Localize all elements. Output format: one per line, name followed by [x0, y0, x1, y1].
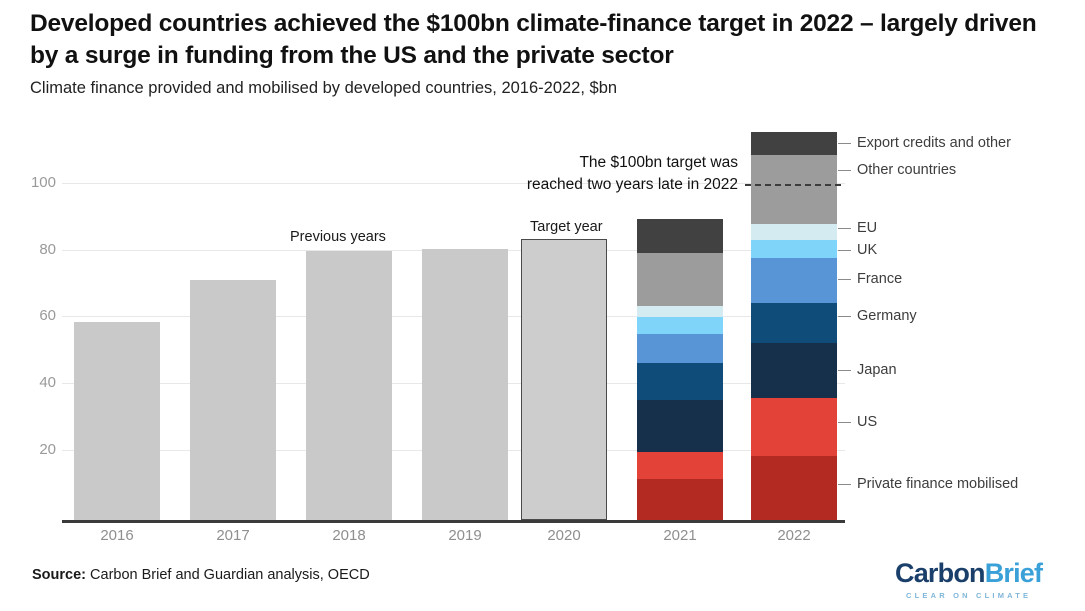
segment-2021-france[interactable] — [637, 334, 723, 363]
source-label: Source: — [32, 567, 86, 583]
bar-2022-stack[interactable] — [751, 132, 837, 520]
legend-label: EU — [857, 220, 878, 236]
legend-label: Japan — [857, 362, 897, 378]
segment-2022-private-finance-mobilised[interactable] — [751, 456, 837, 520]
segment-2022-japan[interactable] — [751, 343, 837, 398]
chart-subtitle: Climate finance provided and mobilised b… — [30, 78, 618, 97]
segment-2021-export-credits-and-other[interactable] — [637, 219, 723, 253]
segment-2022-export-credits-and-other[interactable] — [751, 132, 837, 155]
segment-2022-other-countries[interactable] — [751, 155, 837, 224]
annotation-previous-years: Previous years — [290, 229, 386, 245]
source-text: Carbon Brief and Guardian analysis, OECD — [86, 567, 370, 583]
legend-dash-icon — [838, 142, 851, 144]
legend-label: Other countries — [857, 162, 957, 178]
bar-group — [74, 132, 837, 520]
segment-2022-us[interactable] — [751, 398, 837, 456]
segment-2021-us[interactable] — [637, 452, 723, 479]
legend-label: Private finance mobilised — [857, 476, 1019, 492]
legend-dash-icon — [838, 421, 851, 423]
logo-wordmark: CarbonBrief — [895, 558, 1043, 588]
x-label-2019: 2019 — [448, 527, 482, 544]
legend-item-other-countries[interactable]: Other countries — [838, 162, 956, 178]
bar-2019[interactable] — [422, 249, 508, 520]
segment-2021-private-finance-mobilised[interactable] — [637, 479, 723, 520]
legend-label: Germany — [857, 308, 917, 324]
legend-item-france[interactable]: France — [838, 271, 902, 287]
segment-2021-other-countries[interactable] — [637, 253, 723, 306]
gridline-100 — [62, 183, 845, 184]
bar-2017[interactable] — [190, 280, 276, 520]
x-label-2020: 2020 — [547, 527, 581, 544]
segment-2021-uk[interactable] — [637, 317, 723, 334]
x-label-2018: 2018 — [332, 527, 366, 544]
legend-item-us[interactable]: US — [838, 414, 877, 430]
y-axis-labels: 100 80 60 40 20 — [0, 0, 56, 611]
x-label-2021: 2021 — [663, 527, 697, 544]
legend-dash-icon — [838, 278, 851, 280]
legend-dash-icon — [838, 483, 851, 485]
annotation-target-note-line2: reached two years late in 2022 — [526, 176, 738, 193]
segment-2022-germany[interactable] — [751, 303, 837, 343]
bar-2016[interactable] — [74, 322, 160, 520]
segment-2021-japan[interactable] — [637, 400, 723, 452]
legend-item-japan[interactable]: Japan — [838, 362, 897, 378]
y-tick-40: 40 — [39, 374, 56, 391]
legend-label: France — [857, 271, 903, 287]
legend-item-export-credits-and-other[interactable]: Export credits and other — [838, 135, 1011, 151]
legend-label: Export credits and other — [857, 135, 1011, 151]
x-label-2022: 2022 — [777, 527, 811, 544]
x-axis-line — [62, 520, 845, 523]
legend-dash-icon — [838, 315, 851, 317]
logo-carbon-text: Carbon — [895, 558, 986, 588]
y-tick-80: 80 — [39, 241, 56, 258]
bar-2020[interactable] — [521, 239, 607, 520]
legend-item-private-finance-mobilised[interactable]: Private finance mobilised — [838, 476, 1018, 492]
target-line-100bn — [745, 184, 841, 186]
annotation-target-note: The $100bn target was reached two years … — [500, 152, 738, 196]
legend-label: US — [857, 414, 878, 430]
source-note: Source: Carbon Brief and Guardian analys… — [32, 567, 370, 583]
bar-2018[interactable] — [306, 251, 392, 520]
segment-2022-france[interactable] — [751, 258, 837, 303]
segment-2022-uk[interactable] — [751, 240, 837, 258]
legend-dash-icon — [838, 369, 851, 371]
segment-2022-eu[interactable] — [751, 224, 837, 240]
annotation-target-note-line1: The $100bn target was — [579, 154, 738, 171]
chart-header: Developed countries achieved the $100bn … — [30, 8, 1060, 98]
page-title: Developed countries achieved the $100bn … — [30, 10, 1037, 69]
logo-brief-text: Brief — [984, 558, 1043, 588]
legend-dash-icon — [838, 169, 851, 171]
carbonbrief-logo: CarbonBrief CLEAR ON CLIMATE — [895, 558, 1043, 601]
segment-2021-germany[interactable] — [637, 363, 723, 400]
logo-tagline: CLEAR ON CLIMATE — [905, 591, 1032, 600]
legend-dash-icon — [838, 227, 851, 229]
y-tick-100: 100 — [30, 174, 56, 191]
bar-2021-stack[interactable] — [637, 219, 723, 520]
legend-dash-icon — [838, 249, 851, 251]
x-label-2016: 2016 — [100, 527, 134, 544]
annotation-target-year: Target year — [530, 219, 603, 235]
x-label-2017: 2017 — [216, 527, 250, 544]
legend-item-eu[interactable]: EU — [838, 220, 877, 236]
legend-item-germany[interactable]: Germany — [838, 308, 917, 324]
y-tick-20: 20 — [39, 441, 56, 458]
legend-item-uk[interactable]: UK — [838, 242, 877, 258]
legend-label: UK — [857, 242, 878, 258]
y-tick-60: 60 — [39, 307, 56, 324]
segment-2021-eu[interactable] — [637, 306, 723, 317]
